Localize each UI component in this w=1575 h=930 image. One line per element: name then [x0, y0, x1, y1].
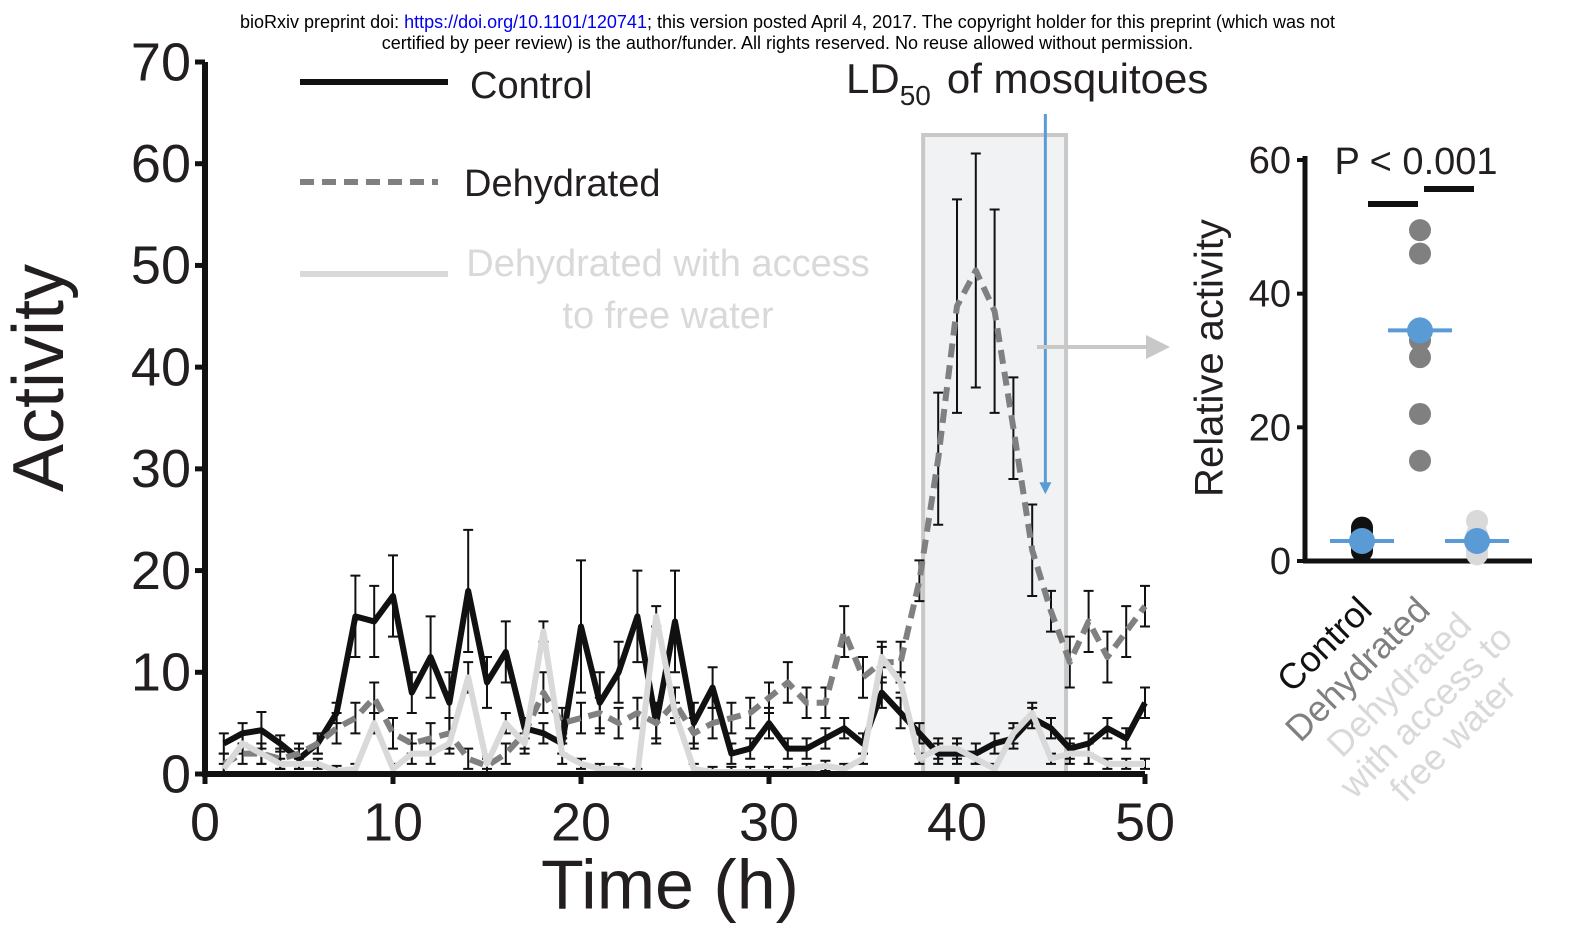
- annotation-text: LD: [846, 55, 900, 102]
- header-text: ; this version posted April 4, 2017. The…: [646, 12, 1335, 32]
- annotation-subscript: 50: [900, 80, 931, 111]
- error-bar: [350, 701, 361, 735]
- y-tick-label: 0: [1270, 541, 1291, 583]
- y-tick-label: 60: [131, 134, 191, 194]
- x-tick-label: 20: [551, 792, 611, 852]
- significance-bar: [1368, 186, 1474, 207]
- y-axis-label: Relative activity: [1188, 219, 1232, 497]
- annotation: LD50 of mosquitoes: [846, 55, 1208, 111]
- x-tick-label: 10: [363, 792, 423, 852]
- error-bar: [858, 656, 868, 699]
- mean-point: [1407, 317, 1433, 344]
- error-bar: [576, 701, 586, 735]
- legend-label: Control: [470, 65, 593, 107]
- y-tick-label: 50: [131, 236, 191, 296]
- error-bar: [463, 747, 474, 770]
- x-axis-label: Time (h): [541, 845, 799, 923]
- y-tick-label: 40: [131, 337, 191, 397]
- data-point: [1409, 242, 1431, 265]
- connector-arrowhead: [1146, 335, 1170, 359]
- annotation: P < 0.001: [1334, 141, 1497, 183]
- data-point: [1409, 346, 1431, 369]
- series-line: [222, 267, 1148, 769]
- mean-point: [1349, 527, 1375, 554]
- series-line: [221, 613, 1145, 777]
- x-tick-label: 0: [190, 792, 220, 852]
- y-tick-label: 40: [1249, 274, 1291, 316]
- x-tick-label: 30: [739, 792, 799, 852]
- annotation-arrowhead: [1039, 482, 1052, 495]
- y-axis-label: Activity: [0, 264, 79, 492]
- y-tick-label: 20: [131, 541, 191, 601]
- x-tick-label: 50: [1115, 792, 1175, 852]
- error-bar: [839, 605, 850, 659]
- error-bar: [1121, 605, 1132, 659]
- y-tick-label: 70: [131, 32, 191, 92]
- y-tick-label: 20: [1249, 407, 1291, 449]
- data-point: [1409, 402, 1431, 425]
- doi-link[interactable]: https://doi.org/10.1101/120741: [404, 12, 647, 32]
- data-point: [1409, 219, 1431, 242]
- header-text: bioRxiv preprint doi:: [240, 12, 405, 32]
- error-bar: [388, 717, 398, 750]
- y-tick-label: 10: [131, 643, 191, 703]
- y-tick-label: 0: [161, 744, 191, 804]
- x-tick-label: 40: [927, 792, 987, 852]
- header-line: certified by peer review) is the author/…: [381, 33, 1194, 53]
- error-bar: [500, 742, 511, 765]
- data-point: [1409, 449, 1431, 472]
- mean-point: [1464, 527, 1490, 554]
- header-line: bioRxiv preprint doi: https://doi.org/10…: [0, 12, 1575, 32]
- y-tick-label: 60: [1249, 140, 1291, 182]
- series-line: [222, 587, 1148, 762]
- y-tick-label: 30: [131, 439, 191, 499]
- annotation-text: of mosquitoes: [947, 55, 1208, 102]
- legend-label: Dehydrated: [464, 163, 660, 205]
- legend-label: Dehydrated with access to free water: [466, 243, 870, 337]
